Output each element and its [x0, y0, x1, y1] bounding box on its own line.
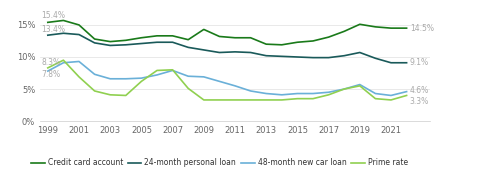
Text: 9.1%: 9.1% [410, 58, 429, 67]
Text: 8.3%: 8.3% [42, 58, 60, 67]
Legend: Credit card account, 24-month personal loan, 48-month new car loan, Prime rate: Credit card account, 24-month personal l… [28, 155, 411, 171]
Text: 13.4%: 13.4% [42, 25, 66, 34]
Text: 14.5%: 14.5% [410, 24, 434, 33]
Text: 7.8%: 7.8% [42, 70, 60, 79]
Text: 4.6%: 4.6% [410, 86, 429, 95]
Text: 3.3%: 3.3% [410, 97, 429, 106]
Text: 15.4%: 15.4% [42, 11, 66, 20]
